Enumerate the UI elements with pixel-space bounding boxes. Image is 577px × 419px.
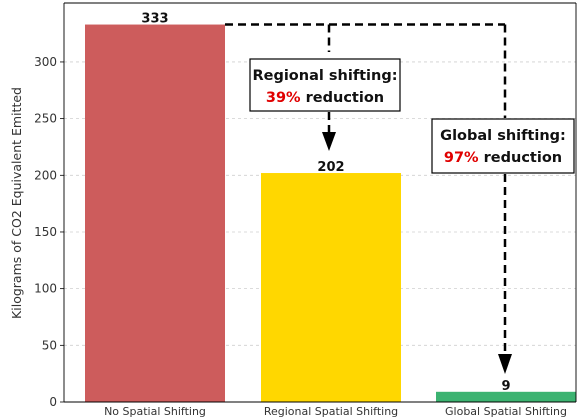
bar-1 <box>85 24 225 403</box>
annotation-value: 39% reduction <box>266 90 384 106</box>
y-tick-label: 0 <box>49 395 57 409</box>
bar-3 <box>436 391 576 402</box>
x-tick-label: Global Spatial Shifting <box>445 405 567 418</box>
y-tick-label: 300 <box>34 55 57 69</box>
y-tick-label: 50 <box>42 338 57 352</box>
y-tick-label: 200 <box>34 168 57 182</box>
x-axis-ticks: No Spatial Shifting Regional Spatial Shif… <box>104 405 567 418</box>
bar-2 <box>261 173 401 402</box>
annotation-frame <box>431 118 575 174</box>
arrow-regional-head <box>322 132 336 151</box>
y-axis-ticks: 0 50 100 150 200 250 300 <box>34 55 64 409</box>
annotation-rest: reduction <box>479 150 563 166</box>
annotation-box-2: Global shifting: 97% reduction <box>431 118 575 174</box>
data-label: 333 <box>141 12 168 27</box>
annotation-title: Regional shifting: <box>252 68 397 84</box>
data-labels: 333 202 9 <box>141 12 510 394</box>
x-tick-label: No Spatial Shifting <box>104 405 206 418</box>
data-label: 202 <box>317 160 344 175</box>
annotation-arrows <box>225 23 512 374</box>
annotation-title: Global shifting: <box>440 128 566 144</box>
annotation-percent: 39% <box>266 90 301 106</box>
y-tick-label: 150 <box>34 225 57 239</box>
annotation-value: 97% reduction <box>444 150 562 166</box>
y-tick-label: 100 <box>34 282 57 296</box>
annotation-rest: reduction <box>301 90 385 106</box>
data-label: 9 <box>501 379 510 394</box>
bars <box>85 24 576 403</box>
y-axis-title: Kilograms of CO2 Equivalent Emitted <box>9 87 24 319</box>
arrow-global-head <box>498 354 512 374</box>
annotation-frame <box>249 58 401 112</box>
y-tick-label: 250 <box>34 112 57 126</box>
annotation-percent: 97% <box>444 150 479 166</box>
annotation-box-1: Regional shifting: 39% reduction <box>249 58 401 112</box>
x-tick-label: Regional Spatial Shifting <box>264 405 398 418</box>
